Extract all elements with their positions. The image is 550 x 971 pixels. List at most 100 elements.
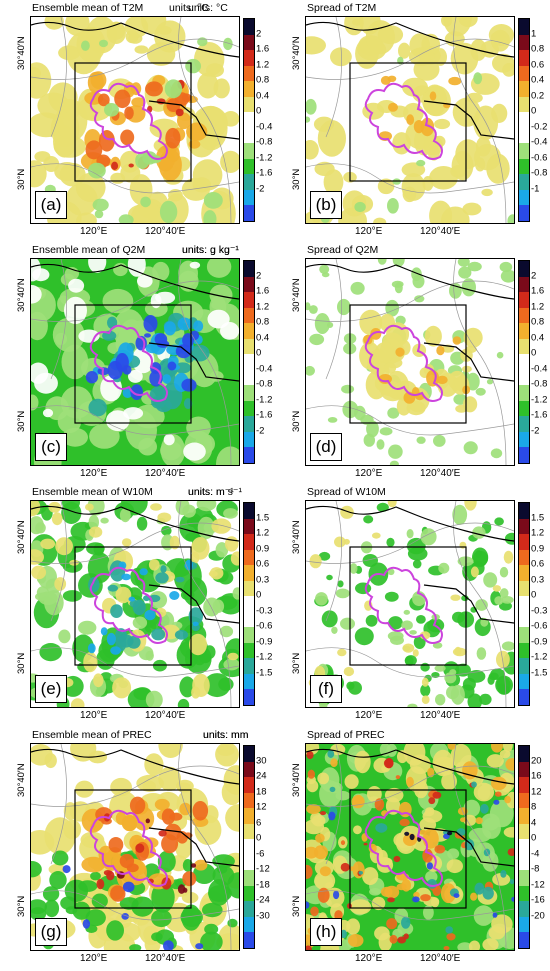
colorbar-segment [244,518,254,535]
colorbar [243,18,255,222]
colorbar [243,745,255,949]
colorbar-segment [244,580,254,597]
colorbar-tick-label: -4 [531,848,540,860]
colorbar-segment [244,854,254,871]
y-tick-label: 30°40′N [291,763,302,797]
colorbar-segment [244,932,254,948]
colorbar-segment [519,416,529,432]
x-tick-label: 120°E [80,226,108,237]
colorbar-tick-label: -0.8 [531,378,548,390]
colorbar-segment [244,503,254,519]
colorbar-segment [244,81,254,97]
colorbar-tick-label: 0.6 [256,558,270,570]
colorbar-tick-label: -0.6 [531,152,548,164]
colorbar-segment [519,19,529,35]
colorbar-tick-label: -2 [256,183,265,195]
colorbar-tick-label: -6 [256,848,265,860]
colorbar-tick-label: 0.8 [256,316,270,328]
colorbar-segment [519,400,529,417]
panel-units: units: g kg⁻¹ [182,244,239,256]
colorbar-segment [244,400,254,417]
colorbar-segment [519,580,529,597]
x-tick-label: 120°E [80,468,108,479]
colorbar-tick-label: 0.6 [531,558,545,570]
colorbar-tick-label: 0 [256,105,262,117]
y-tick-label: 30°N [291,652,302,674]
x-tick-label: 120°40′E [420,468,461,479]
colorbar-segment [244,369,254,386]
colorbar-segment [244,385,254,401]
colorbar-tick-label: 0.3 [531,574,545,586]
colorbar-tick-label: 0.3 [256,574,270,586]
colorbar-tick-label: 1.6 [256,285,270,297]
colorbar [518,260,530,464]
y-tick-label: 30°N [291,895,302,917]
colorbar-segment [519,65,529,82]
colorbar-tick-label: 1.2 [256,301,270,313]
colorbar-tick-label: -0.2 [531,121,548,133]
colorbar-segment [244,292,254,308]
colorbar [518,745,530,949]
colorbar-tick-label: 1 [531,28,537,40]
colorbar-segment [519,761,529,778]
colorbar-tick-label: 0 [531,832,537,844]
colorbar-tick-label: -1.2 [256,152,273,164]
map-panel: Spread of Q2M units: g kg⁻¹ 30°40′N 30°N (d)… [182,242,550,484]
panel-tag: (b) [310,191,342,219]
colorbar-segment [244,96,254,113]
colorbar [518,502,530,706]
colorbar-segment [244,34,254,51]
y-tick-label: 30°40′N [291,520,302,554]
colorbar-tick-label: 0 [531,105,537,117]
colorbar-segment [244,823,254,840]
colorbar-tick-label: -30 [256,910,270,922]
colorbar-segment [519,34,529,51]
colorbar-segment [244,792,254,809]
colorbar-tick-label: 0.4 [531,74,545,86]
colorbar-tick-label: 0.8 [531,43,545,55]
panel-title: Ensemble mean of T2M [32,2,144,14]
x-tick-label: 120°E [80,710,108,721]
colorbar-segment [519,777,529,793]
map-panel: Ensemble mean of W10M units: m s⁻¹ 30°40′N… [0,484,275,726]
colorbar-segment [244,65,254,82]
panel-tag: (e) [35,675,67,703]
colorbar-segment [244,642,254,659]
colorbar-segment [244,431,254,448]
colorbar-tick-label: -2 [531,425,540,437]
panel-title: Ensemble mean of W10M [32,486,153,498]
colorbar-segment [519,174,529,190]
colorbar-segment [244,565,254,581]
colorbar-labels: 30 24 18 12 6 0 -6 -12 -18 -24 -30 [256,745,276,949]
colorbar-segment [519,369,529,386]
colorbar-segment [519,611,529,628]
colorbar-segment [244,549,254,566]
colorbar-segment [519,823,529,840]
panel-units: units: m⁻¹ [188,486,234,498]
colorbar-tick-label: -0.6 [531,620,548,632]
colorbar-segment [244,901,254,917]
y-tick-label: 30°N [16,168,27,190]
colorbar-segment [244,354,254,370]
colorbar-tick-label: 1.6 [256,43,270,55]
colorbar-tick-label: -0.4 [531,136,548,148]
colorbar-tick-label: -0.6 [256,620,273,632]
y-tick-label: 30°40′N [291,278,302,312]
colorbar-tick-label: 0 [256,347,262,359]
colorbar-tick-label: -1.5 [531,667,548,679]
colorbar-segment [244,596,254,612]
colorbar-segment [519,385,529,401]
colorbar-tick-label: 18 [256,786,267,798]
map-field: (d) [305,258,515,466]
colorbar-segment [244,689,254,705]
map-panel: Ensemble mean of Q2M units: g kg⁻¹ 30°40′N… [0,242,275,484]
colorbar-segment [519,307,529,324]
colorbar-segment [519,673,529,690]
colorbar-tick-label: 0.9 [256,543,270,555]
colorbar-segment [244,127,254,144]
colorbar-tick-label: 0.4 [256,90,270,102]
map-field: (e) [30,500,240,708]
colorbar-segment [519,276,529,293]
colorbar-tick-label: -0.8 [256,136,273,148]
colorbar-tick-label: 12 [531,786,542,798]
